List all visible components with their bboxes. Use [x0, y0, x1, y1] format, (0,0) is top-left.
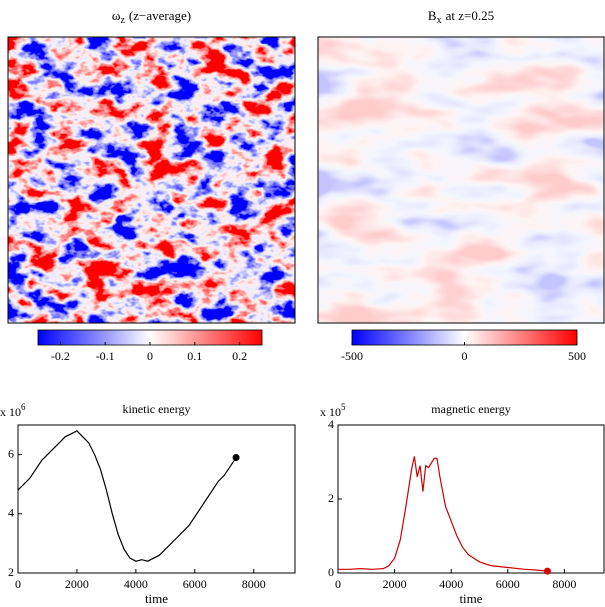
- energy-line: [17, 430, 237, 562]
- field-image: [318, 37, 604, 323]
- colorbar-tick-label: 500: [568, 349, 586, 363]
- title-symbol: ω: [112, 8, 121, 23]
- title-suffix: (z−average): [129, 8, 191, 23]
- panel-title: Bx at z=0.25: [428, 8, 494, 26]
- colorbar-tick-label: 0: [147, 349, 153, 363]
- x-tick-label: 2000: [383, 577, 407, 591]
- colorbar-tick-label: 0.2: [232, 349, 247, 363]
- title-symbol: B: [428, 8, 437, 23]
- x-tick-label: 6000: [496, 577, 520, 591]
- colorbar-tick-label: -500: [341, 349, 363, 363]
- y-tick-label: 0: [328, 565, 334, 579]
- x-tick-label: 2000: [65, 577, 89, 591]
- image-frame: [7, 36, 296, 324]
- title-subscript: z: [120, 15, 125, 26]
- colorbar-tick-label: 0.1: [187, 349, 202, 363]
- multiplier-exponent: 5: [341, 402, 346, 412]
- colorbar-tick-label: 0: [462, 349, 468, 363]
- current-point: [543, 567, 551, 575]
- x-tick-label: 0: [15, 577, 21, 591]
- panel-title: ωz (z−average): [112, 8, 191, 26]
- energy-line: [338, 456, 548, 572]
- multiplier-base: x 10: [0, 405, 21, 419]
- multiplier-base: x 10: [320, 405, 341, 419]
- current-point: [232, 454, 240, 462]
- x-tick-label: 6000: [183, 577, 207, 591]
- x-tick-label: 0: [335, 577, 341, 591]
- title-subscript: x: [437, 15, 442, 26]
- x-tick-label: 4000: [439, 577, 463, 591]
- colorbar-tick-label: -0.2: [51, 349, 70, 363]
- image-frame: [317, 36, 605, 324]
- multiplier-exponent: 6: [21, 402, 26, 412]
- y-tick-label: 4: [328, 417, 334, 431]
- x-tick-label: 4000: [124, 577, 148, 591]
- title-suffix: at z=0.25: [446, 8, 494, 23]
- colorbar-tick-label: -0.1: [96, 349, 115, 363]
- x-tick-label: 8000: [242, 577, 266, 591]
- y-tick-label: 6: [8, 446, 14, 460]
- x-axis-label: time: [145, 591, 168, 606]
- y-tick-label: 4: [8, 506, 14, 520]
- y-multiplier: x 105: [320, 402, 346, 419]
- x-axis-label: time: [459, 591, 482, 606]
- chart-title: kinetic energy: [122, 402, 190, 416]
- plot-frame: [337, 424, 605, 574]
- chart-title: magnetic energy: [431, 402, 510, 416]
- plot-frame: [17, 424, 296, 574]
- x-tick-label: 8000: [552, 577, 576, 591]
- y-multiplier: x 106: [0, 402, 26, 419]
- y-tick-label: 2: [328, 491, 334, 505]
- field-image: [8, 37, 295, 323]
- y-tick-label: 2: [8, 565, 14, 579]
